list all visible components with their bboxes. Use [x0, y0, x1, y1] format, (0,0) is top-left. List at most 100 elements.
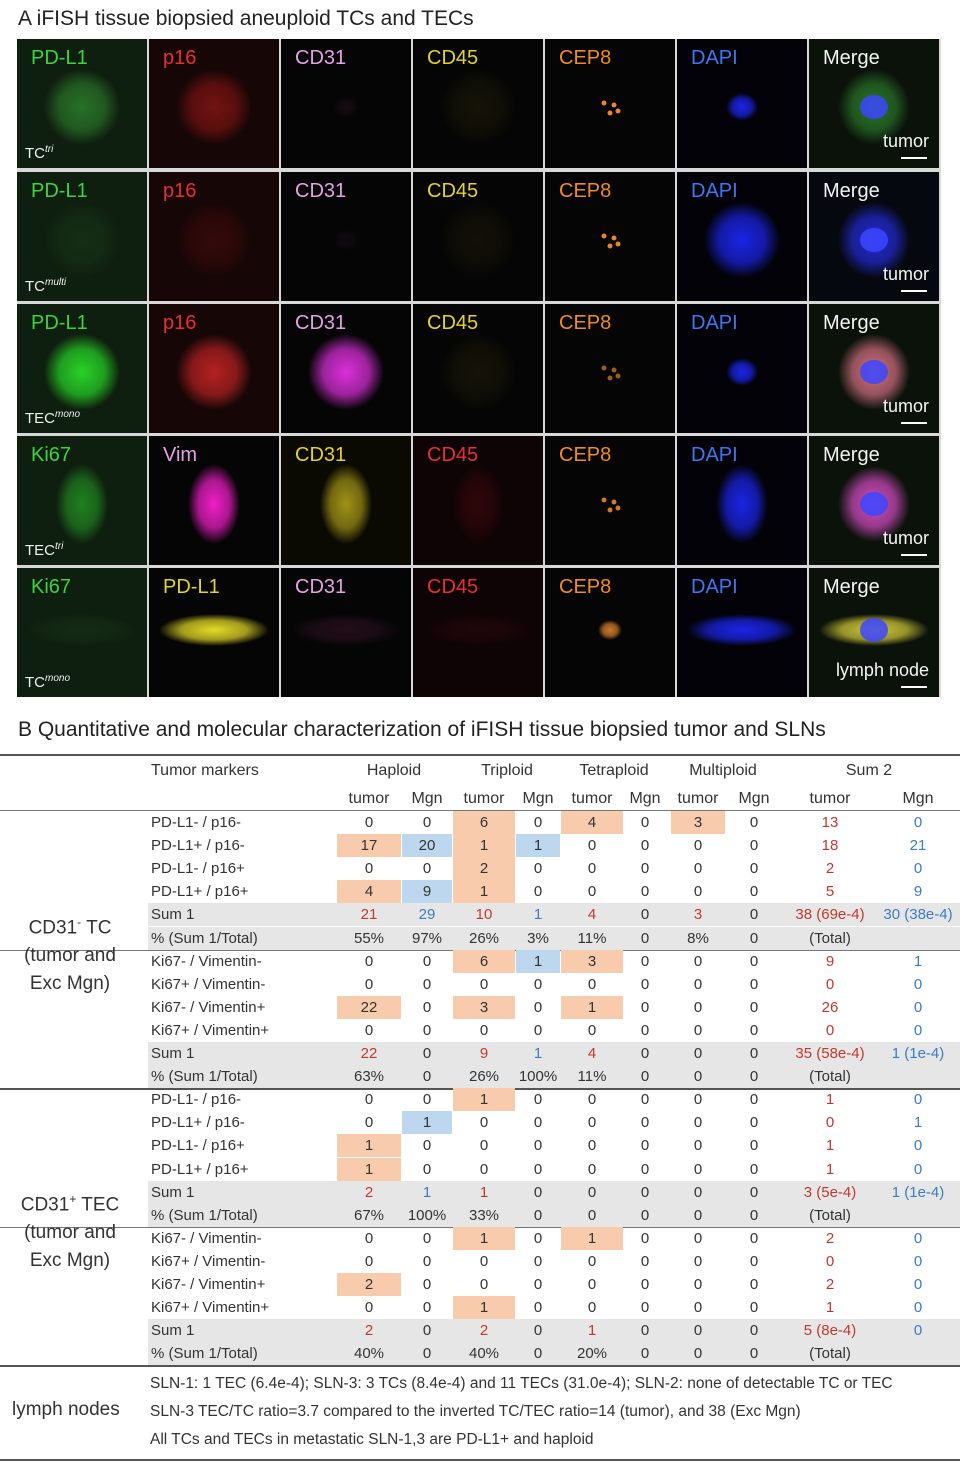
- table-cell: 0: [749, 1206, 759, 1224]
- table-cell: 0: [422, 860, 432, 878]
- header-sub: Mgn: [738, 790, 770, 807]
- characterization-table: Tumor markers Haploid Triploid Tetraploid Mu…: [0, 754, 960, 1466]
- summary-band: [148, 926, 960, 950]
- micrograph-image: [17, 172, 147, 301]
- table-cell: 20: [402, 834, 452, 858]
- micrograph-image: [677, 436, 807, 565]
- channel-label: CD45: [427, 444, 479, 466]
- table-cell: 0: [749, 837, 759, 855]
- lymph-node-note: All TCs and TECs in metastatic SLN-1,3 a…: [150, 1431, 594, 1449]
- table-cell: 0: [364, 952, 374, 970]
- row-label: Ki67+ / Vimentin+: [151, 1021, 270, 1039]
- table-cell: 0: [533, 814, 543, 831]
- row-label: % (Sum 1/Total): [151, 1206, 258, 1224]
- table-cell: 6: [453, 811, 515, 834]
- table-cell: 1: [533, 906, 543, 924]
- cell-signal: [716, 464, 768, 544]
- micrograph-image: [149, 172, 279, 301]
- table-cell: 55%: [353, 929, 385, 947]
- table-cell: 0: [640, 1137, 650, 1155]
- micrograph-tile: DAPI: [677, 39, 807, 168]
- cell-signal: [291, 614, 401, 646]
- cep8-spot: [601, 365, 607, 371]
- channel-label: CD45: [427, 576, 479, 598]
- table-cell: 3: [693, 906, 703, 924]
- table-cell: 1: [337, 1157, 401, 1181]
- table-cell: 0: [640, 1229, 650, 1247]
- table-cell: 0: [825, 1114, 835, 1132]
- table-cell: 0: [693, 1345, 703, 1363]
- micrograph-image: [545, 568, 675, 697]
- row-label: Ki67+ / Vimentin-: [151, 975, 266, 993]
- table-cell: 30 (38e-4): [883, 906, 953, 924]
- table-cell: 0: [640, 1345, 650, 1363]
- summary-band: [148, 1180, 960, 1204]
- micrograph-image: [413, 304, 543, 433]
- row-label: Ki67+ / Vimentin+: [151, 1299, 270, 1317]
- cell-signal: [188, 464, 240, 544]
- table-cell: 0: [913, 1091, 923, 1109]
- micrograph-tile: PD-L1 TCmulti: [17, 172, 147, 301]
- table-cell: 0: [587, 860, 597, 878]
- table-cell: 0: [749, 1299, 759, 1317]
- table-cell: 0: [640, 952, 650, 970]
- cep8-spot: [607, 243, 613, 249]
- table-cell: 0: [749, 1276, 759, 1293]
- micrograph-tile: Merge tumor: [809, 172, 939, 301]
- table-cell: [873, 1204, 960, 1227]
- cell-signal: [726, 358, 758, 386]
- table-cell: 3: [671, 811, 725, 834]
- micrograph-tile: PD-L1: [149, 568, 279, 697]
- table-cell: 11%: [577, 1068, 607, 1086]
- table-cell: 0: [693, 1276, 703, 1293]
- cell-signal: [440, 334, 516, 410]
- cell-signal: [176, 202, 252, 278]
- table-cell: 0: [587, 1299, 597, 1317]
- table-cell: 0: [913, 814, 923, 831]
- row-label: PD-L1- / p16+: [151, 1137, 245, 1155]
- table-cell: 0: [364, 1114, 374, 1132]
- micrograph-tile: CD45: [413, 568, 543, 697]
- table-cell: 0: [749, 1137, 759, 1155]
- channel-label: CD45: [427, 312, 479, 334]
- group-label: CD31+ TEC (tumor and Exc Mgn): [20, 1191, 120, 1272]
- row-label: PD-L1- / p16-: [151, 814, 242, 831]
- table-cell: 3 (5e-4): [803, 1183, 857, 1201]
- table-cell: 0: [640, 860, 650, 878]
- micrograph-image: [281, 568, 411, 697]
- micrograph-tile: Merge tumor: [809, 39, 939, 168]
- table-cell: 0: [587, 1252, 597, 1270]
- cell-signal: [726, 93, 758, 121]
- row-label: Sum 1: [151, 1045, 195, 1062]
- table-cell: 0: [640, 1114, 650, 1132]
- micrograph-tile: CD45: [413, 39, 543, 168]
- table-cell: 63%: [353, 1068, 385, 1086]
- table-cell: 0: [749, 975, 759, 993]
- row-label: PD-L1+ / p16+: [151, 1160, 249, 1178]
- table-cell: 0: [640, 1068, 650, 1086]
- table-cell: 0: [913, 860, 923, 878]
- table-cell: 2: [825, 860, 835, 878]
- table-cell: 0: [479, 1021, 489, 1039]
- micrograph-tile: Merge lymph node: [809, 568, 939, 697]
- table-cell: 0: [533, 1160, 543, 1178]
- cell-type-label: TCmulti: [25, 277, 67, 295]
- table-cell: 0: [640, 1299, 650, 1317]
- micrograph-image: [281, 39, 411, 168]
- header-sub: tumor: [677, 790, 719, 807]
- table-cell: 9: [402, 880, 452, 904]
- channel-label: CD31: [295, 312, 347, 334]
- table-cell: 26%: [468, 1068, 500, 1086]
- micrograph-image: [545, 304, 675, 433]
- table-cell: 0: [693, 1299, 703, 1317]
- table-cell: 1: [913, 952, 923, 970]
- table-cell: 97%: [411, 929, 443, 947]
- summary-band: [148, 903, 960, 927]
- micrograph-tile: DAPI: [677, 436, 807, 565]
- table-cell: 0: [749, 1252, 759, 1270]
- channel-label: CD31: [295, 47, 347, 69]
- table-cell: 0: [587, 1137, 597, 1155]
- channel-label: Merge: [823, 180, 880, 202]
- header-sub: tumor: [463, 790, 505, 807]
- table-cell: 3: [561, 949, 623, 973]
